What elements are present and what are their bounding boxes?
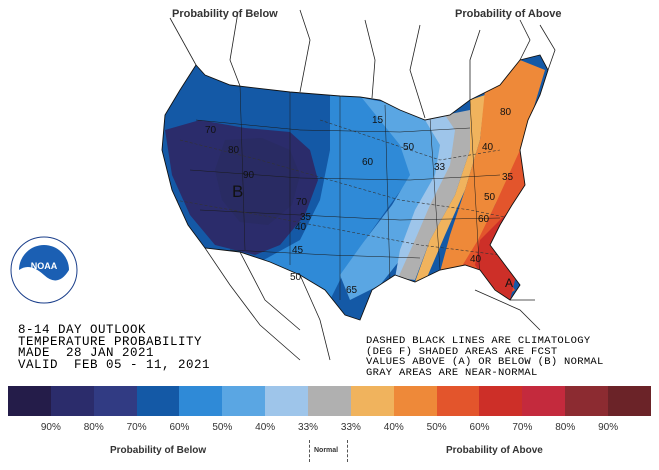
state-lines	[189, 84, 501, 300]
legend-swatch	[393, 386, 437, 416]
outlook-title-block: 8-14 DAY OUTLOOK TEMPERATURE PROBABILITY M…	[18, 323, 211, 372]
contour-label-90: 90	[243, 170, 255, 181]
above-marker: A	[505, 276, 513, 290]
footer-normal-label: Normal	[314, 447, 339, 454]
notes-line-1: DASHED BLACK LINES ARE CLIMATOLOGY	[366, 335, 591, 347]
normal-divider-left	[309, 440, 310, 462]
legend-swatch	[179, 386, 223, 416]
footer-above-label: Probability of Above	[446, 445, 543, 456]
legend-swatch	[608, 386, 651, 416]
contour-label-60: 60	[362, 157, 374, 168]
below-marker: B	[232, 182, 243, 201]
notes-line-2: (DEG F) SHADED AREAS ARE FCST	[366, 345, 558, 358]
contour-label-70b: 70	[296, 197, 308, 208]
legend-percent-label: 60%	[169, 422, 190, 433]
outlook-line-1: 8-14 DAY OUTLOOK	[18, 323, 147, 337]
legend-percent-label: 90%	[598, 422, 619, 433]
legend-swatch	[50, 386, 94, 416]
map-labels: B A 70 80 90 40 45 35 70 50 15 60 50 33 …	[205, 107, 514, 296]
legend-percent-label: 50%	[426, 422, 447, 433]
outlook-line-4: VALID FEB 05 - 11, 2021	[18, 357, 211, 372]
legend-percent-label: 90%	[40, 422, 61, 433]
contour-label-50: 50	[403, 142, 415, 153]
us-outline	[161, 54, 549, 321]
contour-label-40s: 40	[470, 254, 482, 265]
contour-label-50a: 50	[290, 272, 302, 283]
outlook-line-2: TEMPERATURE PROBABILITY	[18, 334, 203, 349]
contour-label-35e: 35	[502, 172, 514, 183]
map-svg: B A 70 80 90 40 45 35 70 50 15 60 50 33 …	[10, 9, 556, 361]
legend-swatch	[436, 386, 480, 416]
notes-line-4: GRAY AREAS ARE NEAR-NORMAL	[366, 366, 538, 379]
outlook-map: B A 70 80 90 40 45 35 70 50 15 60 50 33 …	[10, 9, 556, 361]
header-above-label: Probability of Above	[455, 8, 562, 20]
climatology-lines	[174, 119, 521, 256]
footer-below-label: Probability of Below	[110, 445, 207, 456]
contour-label-80: 80	[228, 145, 240, 156]
border-lines	[169, 9, 556, 361]
legend-swatch	[479, 386, 523, 416]
header-below-label: Probability of Below	[172, 8, 278, 20]
legend-swatch	[265, 386, 309, 416]
contour-label-60e: 60	[478, 214, 490, 225]
color-legend	[8, 386, 651, 416]
contour-label-50s: 50	[484, 192, 496, 203]
legend-percent-label: 60%	[469, 422, 490, 433]
contour-label-70: 70	[205, 125, 217, 136]
legend-percent-label: 80%	[83, 422, 104, 433]
legend-percent-label: 80%	[555, 422, 576, 433]
contour-label-70e: 80	[500, 107, 512, 118]
legend-swatch	[93, 386, 137, 416]
contour-label-35: 35	[300, 212, 312, 223]
contour-label-65: 65	[346, 285, 358, 296]
noaa-logo-text: NOAA	[31, 261, 58, 271]
legend-swatch	[136, 386, 180, 416]
legend-percent-labels: 90% 80% 70% 60% 50% 40% 33% 33% 40% 50% 60% 70% 80% 9…	[8, 422, 651, 434]
contour-label-40e: 40	[482, 142, 494, 153]
map-notes-block: DASHED BLACK LINES ARE CLIMATOLOGY (DEG F…	[366, 336, 604, 378]
noaa-logo: NOAA	[10, 236, 78, 304]
legend-swatch	[350, 386, 394, 416]
contour-label-15: 15	[372, 115, 384, 126]
legend-percent-label: 40%	[383, 422, 404, 433]
legend-swatch	[308, 386, 351, 416]
legend-percent-label: 40%	[255, 422, 276, 433]
notes-line-3: VALUES ABOVE (A) OR BELOW (B) NORMAL	[366, 356, 604, 368]
legend-percent-label: 33%	[298, 422, 319, 433]
contour-label-45: 45	[292, 245, 304, 256]
outlook-line-3: MADE 28 JAN 2021	[18, 346, 155, 360]
contour-label-33: 33	[434, 162, 446, 173]
legend-swatch	[522, 386, 566, 416]
legend-swatch	[8, 386, 51, 416]
legend-swatch	[222, 386, 266, 416]
legend-percent-label: 50%	[212, 422, 233, 433]
contour-label-40w: 40	[295, 222, 307, 233]
legend-swatch	[565, 386, 609, 416]
legend-percent-label: 33%	[340, 422, 361, 433]
legend-percent-label: 70%	[512, 422, 533, 433]
legend-percent-label: 70%	[126, 422, 147, 433]
normal-divider-right	[347, 440, 348, 462]
